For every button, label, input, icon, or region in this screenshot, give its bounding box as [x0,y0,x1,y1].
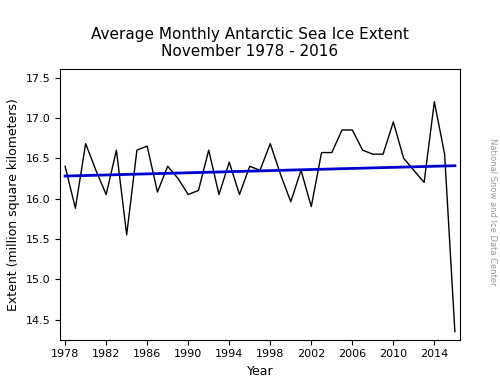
X-axis label: Year: Year [246,365,274,378]
Text: Average Monthly Antarctic Sea Ice Extent
November 1978 - 2016: Average Monthly Antarctic Sea Ice Extent… [91,27,409,59]
Y-axis label: Extent (million square kilometers): Extent (million square kilometers) [7,98,20,311]
Text: National Snow and Ice Data Center: National Snow and Ice Data Center [488,139,496,286]
